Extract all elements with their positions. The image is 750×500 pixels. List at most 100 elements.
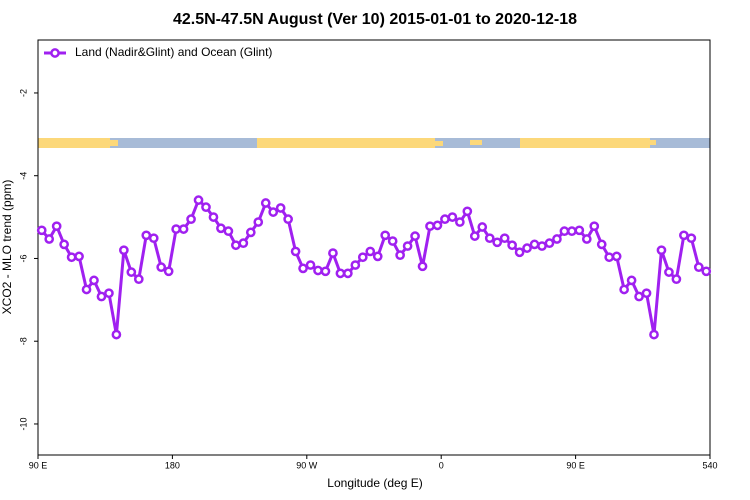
data-point: [74, 251, 84, 262]
data-point: [186, 214, 196, 225]
data-point: [313, 265, 323, 276]
data-point: [305, 260, 316, 270]
data-point: [126, 267, 137, 277]
data-point: [693, 262, 704, 273]
data-point: [552, 234, 562, 244]
data-point: [193, 195, 204, 205]
data-point: [238, 238, 249, 249]
data-point: [469, 231, 480, 241]
data-point: [148, 233, 159, 244]
data-point: [298, 263, 308, 274]
data-point: [634, 291, 644, 302]
data-point: [231, 240, 241, 251]
data-point: [365, 246, 376, 257]
data-point: [619, 284, 629, 295]
data-point: [417, 261, 428, 272]
data-point: [290, 246, 301, 257]
data-point: [89, 275, 99, 286]
data-point: [387, 236, 398, 246]
data-point: [544, 238, 555, 249]
data-point: [701, 266, 712, 277]
data-point: [216, 223, 226, 234]
data-point: [499, 233, 510, 244]
y-tick-label: -10: [18, 417, 28, 430]
data-point: [36, 225, 47, 236]
data-point: [589, 221, 600, 232]
data-point: [59, 239, 69, 250]
data-point: [66, 252, 77, 263]
data-point: [447, 212, 458, 222]
data-point: [656, 245, 667, 256]
data-point: [201, 202, 211, 213]
land-ocean-strip: [38, 138, 710, 148]
data-point: [581, 234, 592, 244]
data-point: [574, 225, 585, 236]
data-point: [455, 217, 465, 227]
data-point: [178, 224, 189, 234]
data-point: [492, 237, 503, 248]
data-point: [357, 252, 368, 263]
data-point: [596, 239, 607, 250]
data-point: [343, 268, 353, 279]
data-point: [111, 329, 122, 340]
data-point: [104, 288, 114, 299]
data-point: [245, 227, 256, 238]
data-point: [171, 224, 181, 234]
data-point: [664, 267, 674, 277]
data-point: [649, 329, 659, 340]
series-line: [40, 197, 707, 335]
data-point: [119, 245, 129, 256]
y-tick-label: -8: [18, 337, 28, 345]
data-point: [484, 233, 495, 244]
data-point: [440, 214, 450, 225]
data-point: [604, 252, 615, 263]
data-point: [432, 220, 443, 231]
data-point: [223, 226, 234, 237]
data-point: [328, 248, 338, 258]
data-point: [320, 266, 331, 277]
data-point: [51, 221, 62, 232]
data-point: [163, 266, 174, 277]
data-point: [335, 268, 346, 279]
legend-marker: [50, 48, 60, 58]
data-point: [611, 251, 622, 262]
data-point: [44, 234, 55, 244]
data-point: [671, 274, 682, 285]
data-point: [395, 250, 405, 261]
y-tick-label: -2: [18, 89, 28, 97]
data-point: [507, 240, 517, 251]
x-tick-label: 540: [702, 460, 717, 470]
data-point: [626, 275, 637, 286]
data-point: [462, 206, 473, 217]
x-tick-label: 0: [439, 460, 444, 470]
data-point: [141, 230, 152, 241]
data-point: [133, 274, 144, 285]
chart-title: 42.5N-47.5N August (Ver 10) 2015-01-01 t…: [173, 11, 577, 28]
data-point: [260, 198, 271, 208]
data-point: [156, 262, 167, 273]
data-point: [96, 291, 107, 302]
data-point: [567, 226, 577, 237]
legend-label: Land (Nadir&Glint) and Ocean (Glint): [75, 45, 272, 59]
data-point: [208, 212, 219, 222]
data-point: [477, 222, 488, 232]
data-point: [372, 251, 383, 262]
data-point: [350, 260, 361, 270]
data-point: [410, 231, 420, 241]
data-point: [529, 239, 540, 250]
data-point: [275, 203, 286, 213]
y-tick-label: -6: [18, 254, 28, 262]
x-tick-label: 90 E: [29, 460, 48, 470]
data-point: [514, 247, 525, 258]
data-point: [425, 221, 435, 232]
data-point: [686, 233, 697, 244]
data-point: [522, 243, 532, 253]
data-point: [402, 241, 413, 251]
data-point: [559, 226, 570, 237]
data-point: [268, 207, 279, 217]
x-tick-label: 90 E: [566, 460, 585, 470]
x-axis-label: Longitude (deg E): [327, 476, 422, 490]
data-point: [81, 284, 92, 295]
y-axis-label: XCO2 - MLO trend (ppm): [0, 180, 14, 315]
